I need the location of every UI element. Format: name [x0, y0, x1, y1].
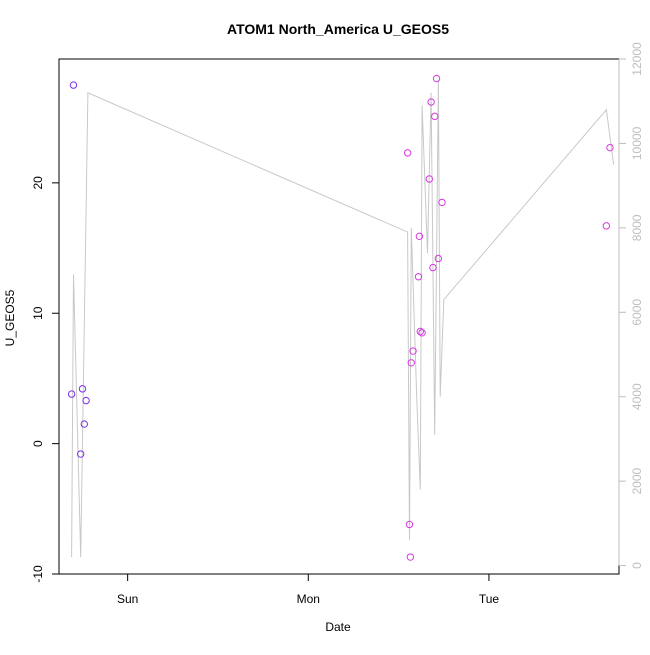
y2-tick-label: 12000: [630, 42, 644, 76]
data-point: [415, 232, 424, 241]
data-point: [80, 420, 88, 428]
x-tick-label: Mon: [297, 592, 320, 606]
x-axis: Sun Mon Tue: [117, 574, 499, 606]
data-point: [432, 74, 441, 83]
y2-tick-label: 8000: [630, 214, 644, 241]
data-point: [427, 98, 435, 106]
data-point: [67, 390, 76, 398]
data-point: [407, 359, 415, 367]
data-point: [82, 396, 90, 405]
data-point: [602, 222, 611, 230]
data-point: [434, 254, 443, 263]
y-tick-label: 0: [31, 440, 45, 447]
data-point: [409, 347, 417, 355]
y2-axis: 0 2000 4000 6000 8000 10000 12000: [618, 42, 644, 569]
data-point: [69, 81, 78, 89]
y2-tick-label: 2000: [630, 467, 644, 494]
y2-tick-label: 6000: [630, 299, 644, 326]
data-point: [425, 175, 434, 183]
plot-frame: [58, 58, 620, 575]
series-layer: [67, 74, 615, 561]
data-point: [431, 112, 439, 121]
x-tick-label: Sun: [117, 592, 138, 606]
data-point: [76, 450, 85, 458]
data-point: [403, 149, 412, 157]
y-axis-label: U_GEOS5: [3, 289, 17, 346]
y2-tick-label: 0: [630, 562, 644, 569]
y2-tick-label: 4000: [630, 383, 644, 410]
data-point: [606, 143, 614, 152]
data-point: [405, 520, 414, 529]
y-tick-label: 10: [31, 306, 45, 320]
data-point: [406, 553, 415, 561]
y-tick-label: 20: [31, 176, 45, 190]
data-point: [78, 385, 87, 393]
x-axis-label: Date: [325, 620, 351, 634]
series-line: [71, 80, 615, 558]
data-point: [416, 327, 424, 336]
data-point: [414, 273, 423, 281]
data-point: [438, 198, 446, 207]
y2-tick-label: 10000: [630, 126, 644, 160]
x-tick-label: Tue: [479, 592, 500, 606]
data-point: [418, 329, 426, 337]
data-point: [429, 263, 437, 272]
y-tick-label: -10: [31, 565, 45, 583]
chart-title: ATOM1 North_America U_GEOS5: [227, 21, 449, 37]
y-axis: -10 0 10 20: [31, 176, 59, 583]
